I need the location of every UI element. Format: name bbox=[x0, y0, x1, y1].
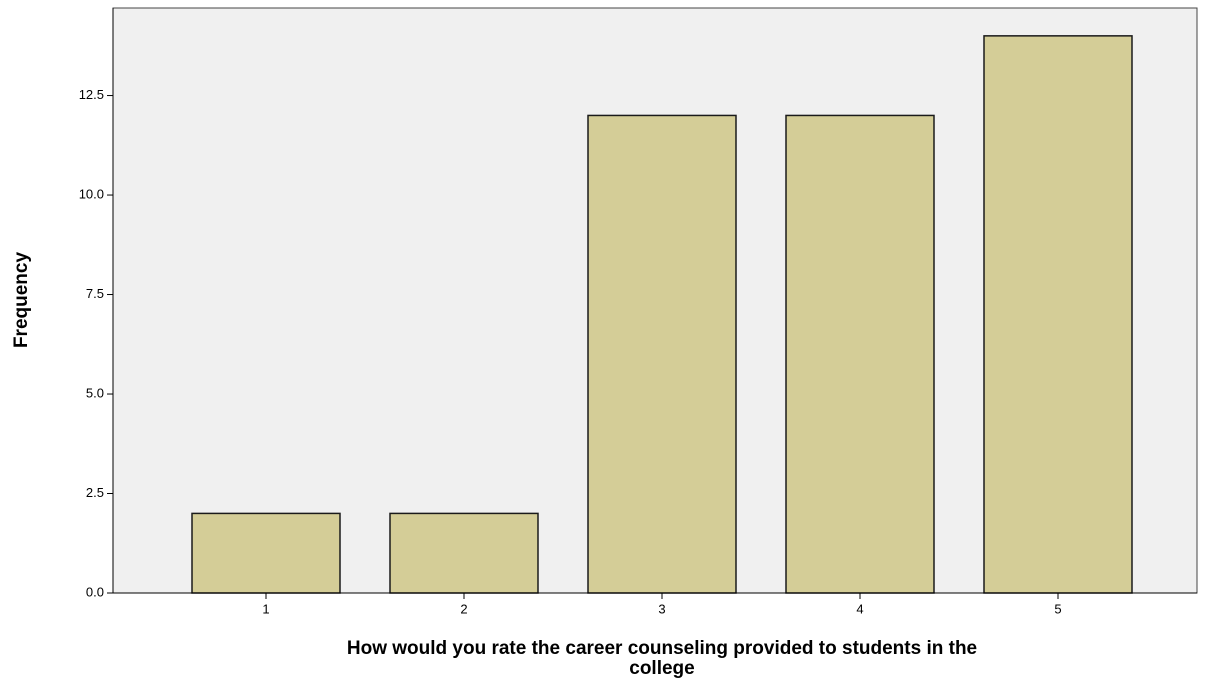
x-tick-label: 1 bbox=[262, 601, 269, 616]
y-tick-label: 5.0 bbox=[86, 385, 104, 400]
x-tick-label: 3 bbox=[658, 601, 665, 616]
y-tick-label: 0.0 bbox=[86, 584, 104, 599]
x-tick-label: 4 bbox=[856, 601, 863, 616]
bar bbox=[587, 114, 737, 594]
x-axis-title: How would you rate the career counseling… bbox=[347, 638, 977, 659]
y-axis-title: Frequency bbox=[11, 252, 32, 349]
x-tick-label: 2 bbox=[460, 601, 467, 616]
x-axis-title: college bbox=[629, 658, 694, 679]
bar bbox=[389, 512, 539, 594]
y-tick-label: 7.5 bbox=[86, 286, 104, 301]
y-tick-label: 10.0 bbox=[79, 186, 104, 201]
y-tick-label: 12.5 bbox=[79, 87, 104, 102]
y-tick-label: 2.5 bbox=[86, 485, 104, 500]
bar bbox=[785, 114, 935, 594]
bar bbox=[983, 35, 1133, 594]
bar bbox=[191, 512, 341, 594]
x-tick-label: 5 bbox=[1054, 601, 1061, 616]
